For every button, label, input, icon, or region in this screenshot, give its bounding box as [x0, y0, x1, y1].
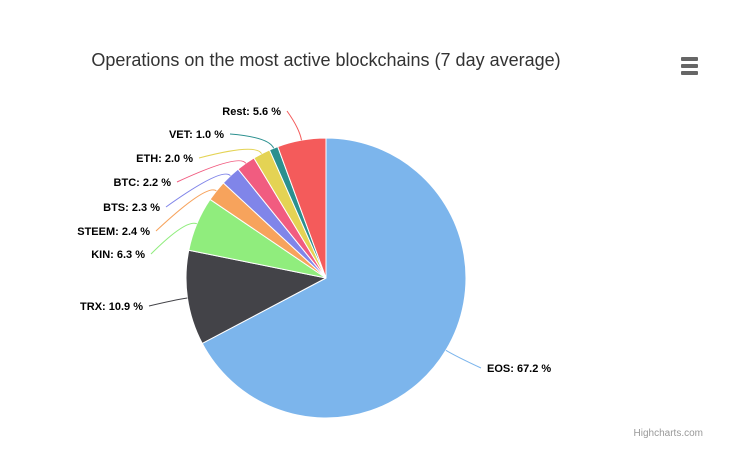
data-label-trx: TRX: 10.9 % — [80, 301, 143, 313]
hamburger-icon — [681, 57, 698, 75]
label-connector-eos — [445, 349, 482, 369]
pie-slice-trx[interactable] — [185, 249, 327, 344]
label-connector-steem — [155, 189, 217, 232]
data-label-bts: BTS: 2.3 % — [103, 202, 160, 214]
label-connector-vet — [229, 133, 275, 149]
label-connector-eth — [198, 148, 263, 159]
chart-title: Operations on the most active blockchain… — [91, 50, 561, 70]
label-connector-btc — [176, 160, 247, 183]
data-label-steem: STEEM: 2.4 % — [77, 226, 150, 238]
pie-slice-eos[interactable] — [201, 137, 467, 419]
data-label-vet: VET: 1.0 % — [169, 129, 224, 141]
label-connector-trx — [148, 297, 188, 307]
data-label-kin: KIN: 6.3 % — [91, 249, 145, 261]
data-label-btc: BTC: 2.2 % — [114, 177, 172, 189]
chart-context-menu-button[interactable] — [679, 55, 700, 77]
label-connector-bts — [165, 173, 231, 208]
label-connector-rest — [286, 110, 302, 141]
label-connector-kin — [150, 222, 198, 255]
highcharts-credits-link[interactable]: Highcharts.com — [633, 428, 703, 439]
data-label-eth: ETH: 2.0 % — [136, 153, 193, 165]
data-label-rest: Rest: 5.6 % — [222, 106, 281, 118]
data-label-eos: EOS: 67.2 % — [487, 363, 551, 375]
